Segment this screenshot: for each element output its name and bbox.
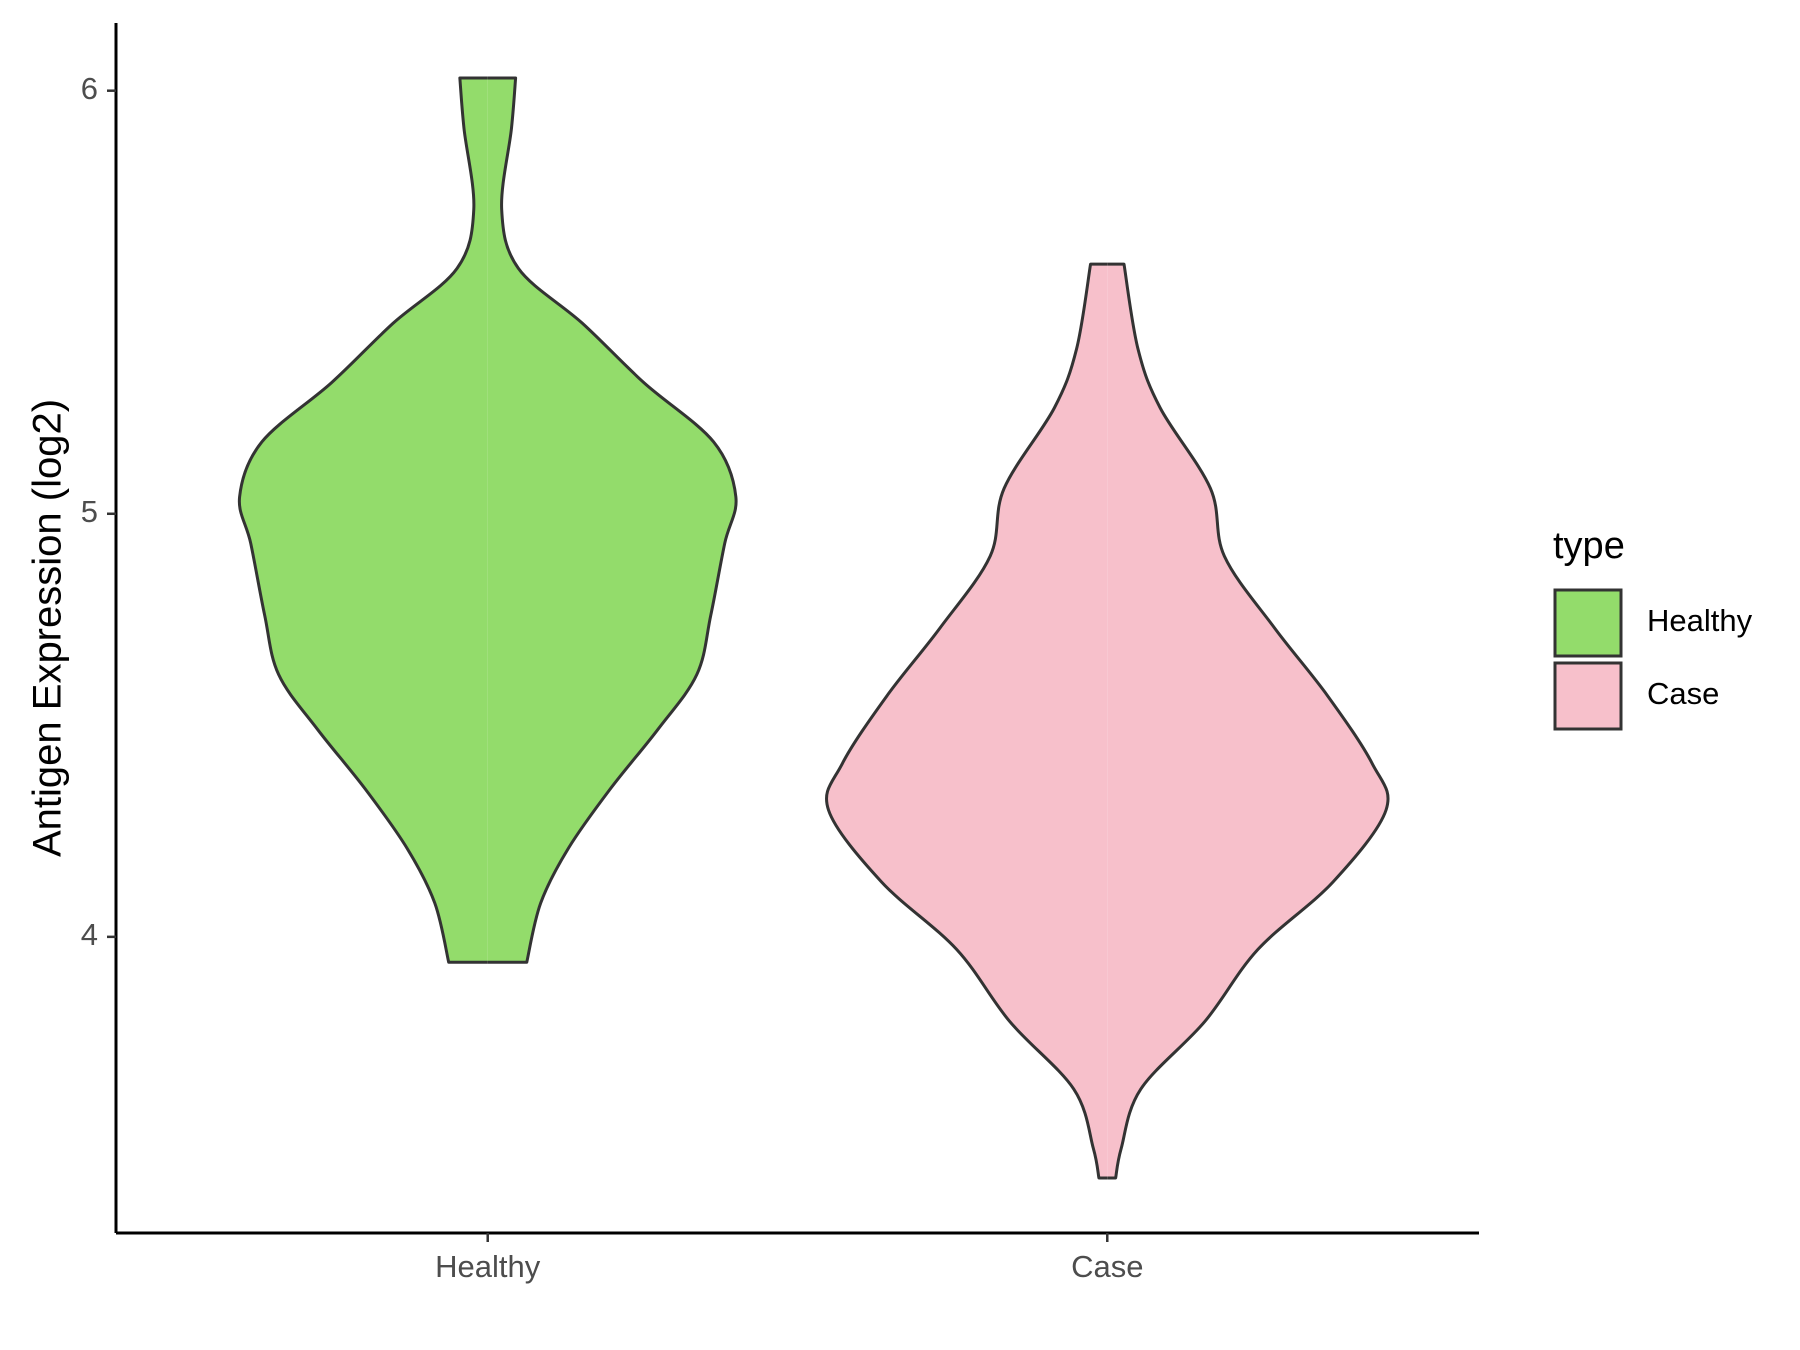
y-tick-label: 5 <box>81 494 98 529</box>
y-axis-title: Antigen Expression (log2) <box>26 399 70 857</box>
y-tick-label: 6 <box>81 71 98 106</box>
legend-key <box>1553 588 1623 658</box>
legend-label: Case <box>1647 676 1719 711</box>
violin-half <box>1107 262 1390 1180</box>
x-tick-label: Case <box>1071 1249 1143 1284</box>
y-tick-label: 4 <box>81 917 98 952</box>
violin-half <box>487 76 738 964</box>
violin-half <box>237 76 488 964</box>
legend-title: type <box>1553 525 1625 567</box>
legend-key <box>1553 661 1623 731</box>
violin-half <box>825 262 1108 1180</box>
x-tick-label: Healthy <box>435 1249 541 1284</box>
legend-label: Healthy <box>1647 603 1753 638</box>
